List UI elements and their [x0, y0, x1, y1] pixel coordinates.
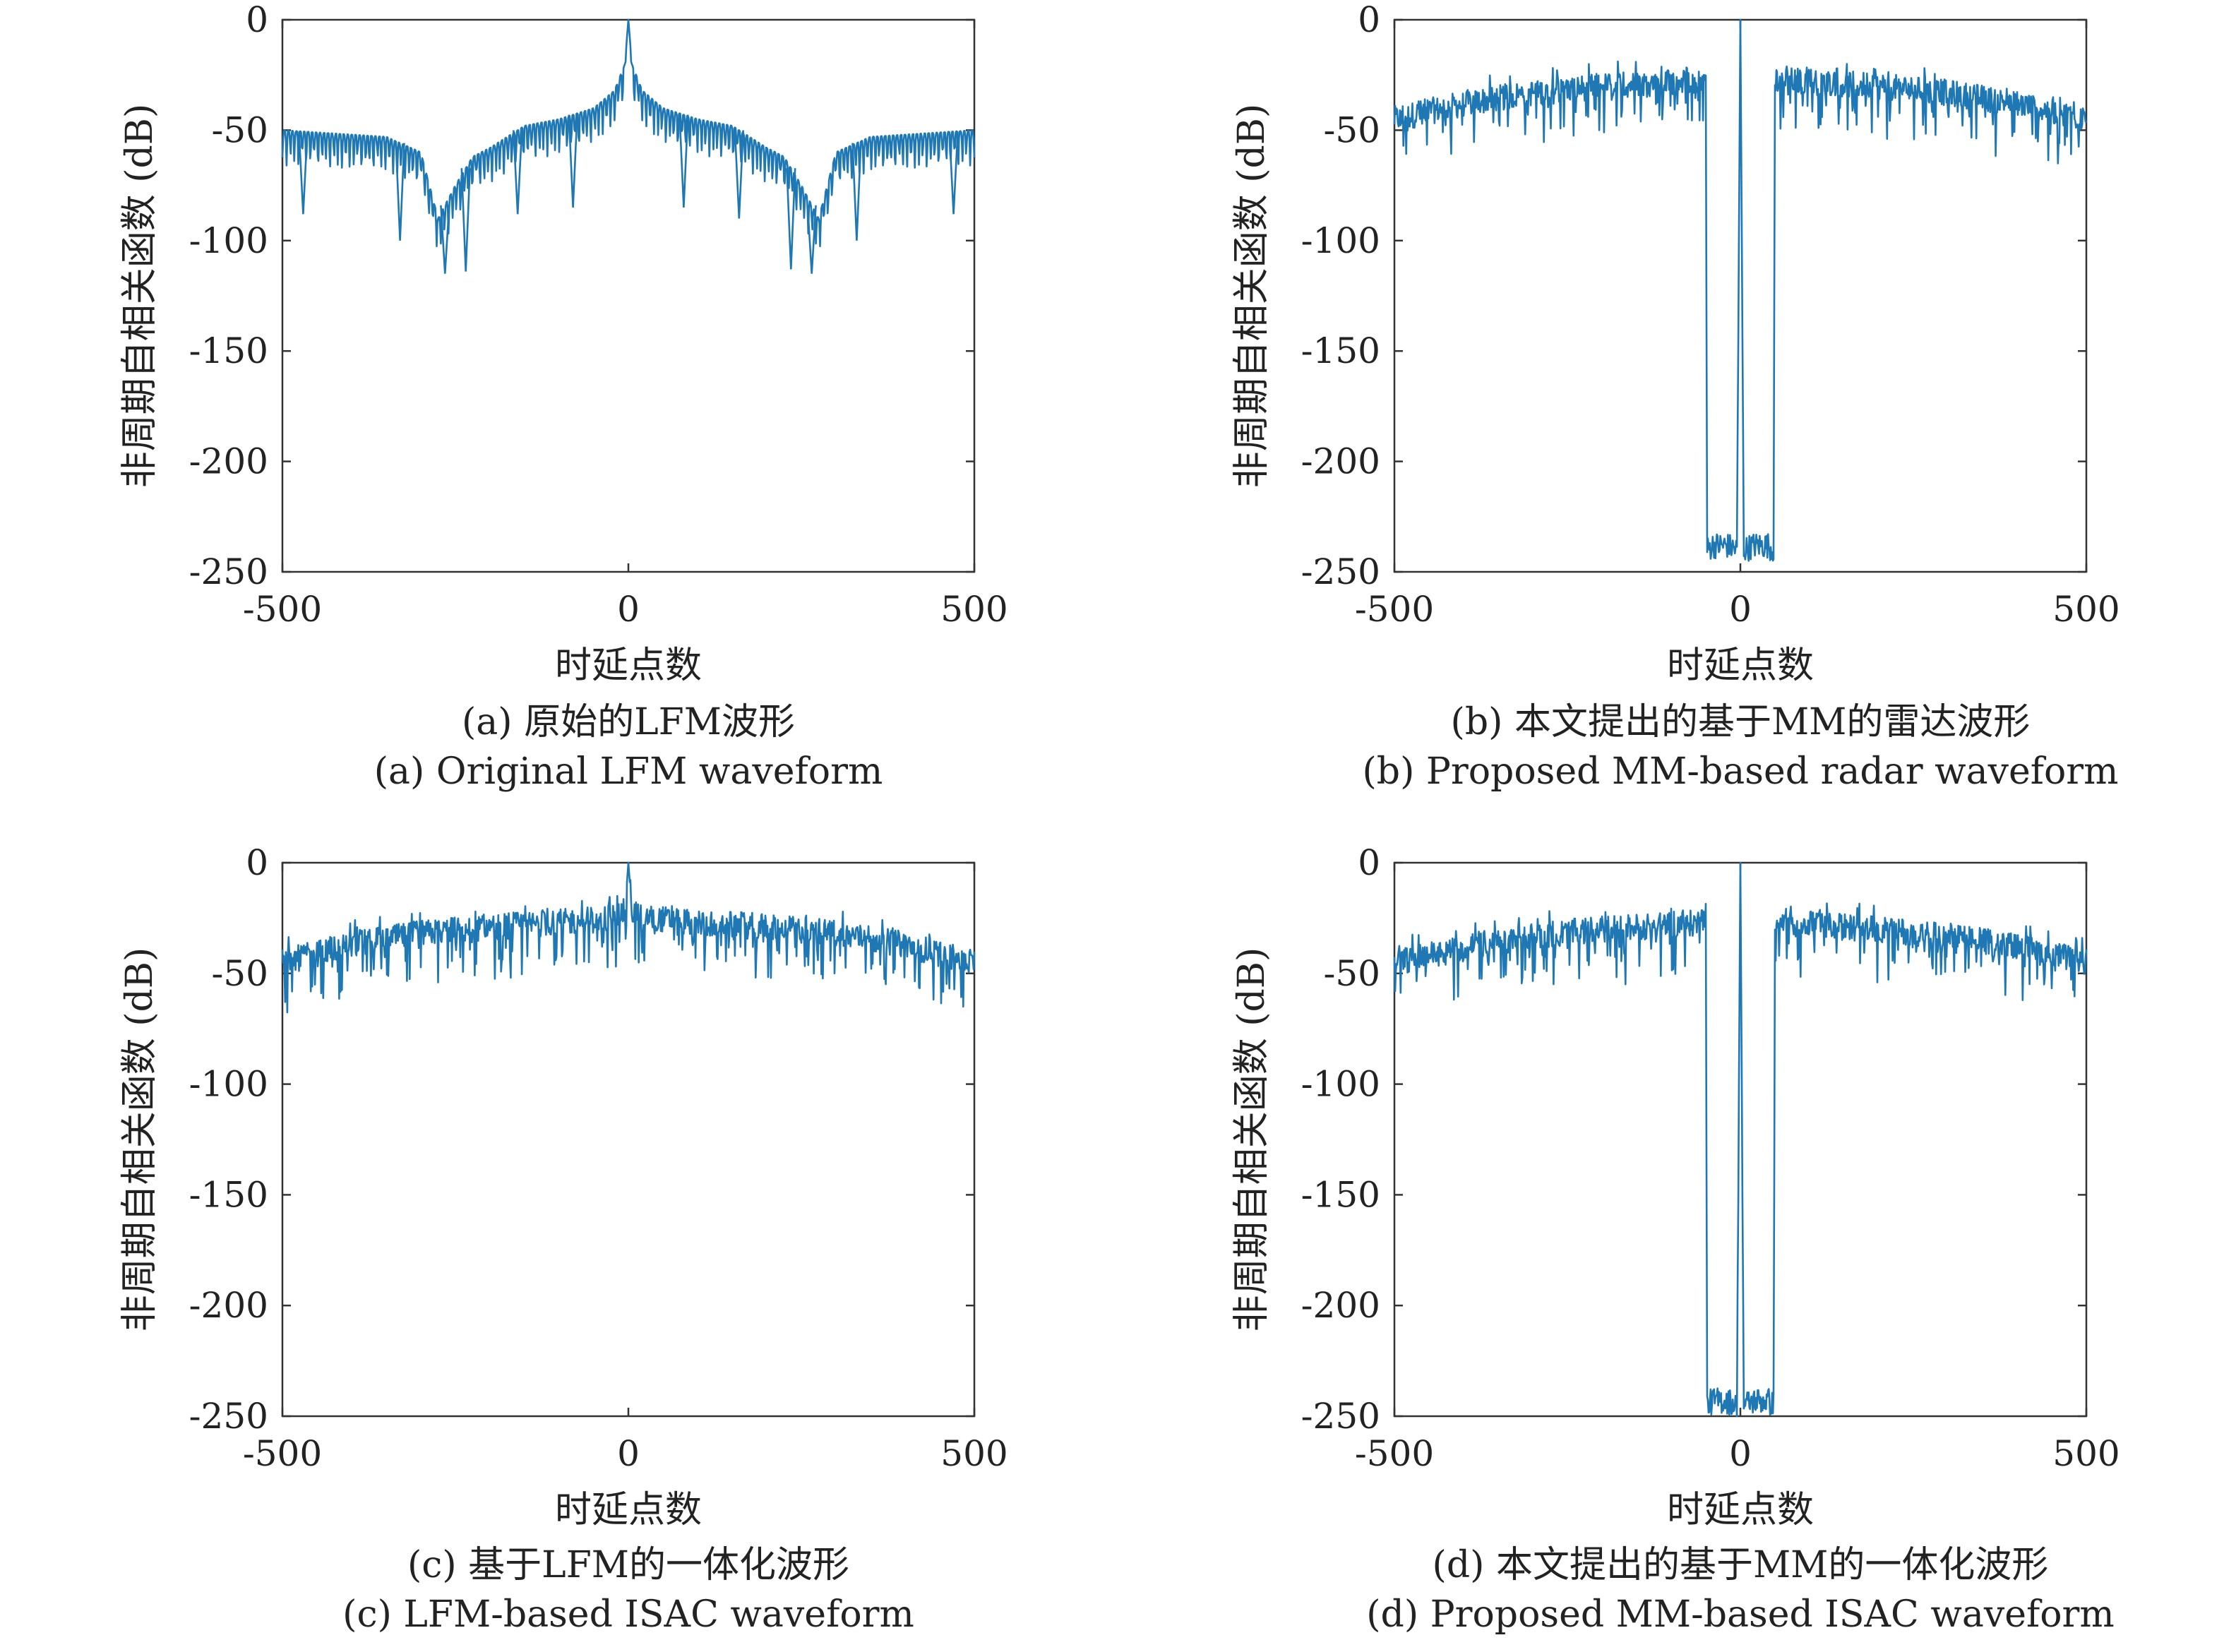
x-tick-label: 0 [617, 589, 640, 630]
y-tick-label: -150 [1301, 330, 1380, 371]
y-tick-label: 0 [1358, 0, 1380, 40]
sidelobe-null [460, 168, 471, 272]
x-tick-label: 500 [2052, 589, 2120, 630]
panel-b: 0 -50 -100 -150 -200 -250-500 0 500 时延点数 非周期自相关函数… [1231, 0, 2120, 793]
x-tick-label: -500 [1355, 1433, 1434, 1474]
y-tick-label: -250 [1301, 551, 1380, 592]
sidelobe-null [678, 114, 689, 208]
y-axis-label: 非周期自相关函数 (dB) [1231, 104, 1273, 489]
x-tick-label: 500 [940, 589, 1008, 630]
y-tick-label: -250 [1301, 1396, 1380, 1437]
x-axis-label: 时延点数 [555, 1489, 702, 1531]
panel-c: 0 -50 -100 -150 -200 -250-500 0 500 时延点数 非周期自相关函数… [119, 842, 1008, 1636]
sidelobe-null [298, 131, 309, 215]
y-tick-label: -50 [1323, 953, 1380, 994]
y-axis-label: 非周期自相关函数 (dB) [119, 104, 161, 489]
x-tick-label: 0 [617, 1433, 640, 1474]
y-tick-label: -150 [1301, 1174, 1380, 1215]
y-tick-label: 0 [1358, 842, 1380, 883]
sidelobe-null [513, 130, 523, 215]
waveform-line-b [1393, 18, 2088, 562]
y-tick-label: -100 [189, 1064, 268, 1105]
y-tick-label: -100 [189, 220, 268, 261]
y-axis-label: 非周期自相关函数 (dB) [1231, 947, 1273, 1332]
y-tick-label: 0 [246, 842, 268, 883]
caption-cn: (a) 原始的LFM波形 [462, 701, 795, 743]
x-axis-label: 时延点数 [1667, 645, 1814, 687]
sidelobe-null [851, 143, 862, 241]
y-tick-label: -200 [189, 1285, 268, 1326]
x-axis-label: 时延点数 [1667, 1489, 1814, 1531]
y-tick-label: 0 [246, 0, 268, 40]
y-tick-label: -250 [189, 551, 268, 592]
sidelobe-null [786, 168, 796, 270]
sidelobe-null [734, 130, 744, 219]
caption-cn: (c) 基于LFM的一体化波形 [407, 1544, 849, 1586]
caption-en: (d) Proposed MM-based ISAC waveform [1366, 1593, 2114, 1636]
caption-cn: (d) 本文提出的基于MM的一体化波形 [1433, 1544, 2049, 1586]
x-tick-label: -500 [1355, 589, 1434, 630]
caption-en: (a) Original LFM waveform [374, 750, 883, 793]
waveform-line-a [281, 18, 976, 248]
y-tick-label: -50 [211, 109, 268, 150]
x-tick-label: 0 [1729, 1433, 1752, 1474]
y-tick-label: -250 [189, 1396, 268, 1437]
x-axis-label: 时延点数 [555, 645, 702, 687]
x-tick-label: -500 [243, 1433, 322, 1474]
sidelobe-null [948, 131, 959, 215]
sidelobe-null [440, 205, 450, 274]
plot-frame [281, 18, 976, 573]
y-tick-label: -200 [1301, 1285, 1380, 1326]
y-tick-label: -50 [211, 953, 268, 994]
y-tick-label: -100 [1301, 220, 1380, 261]
y-tick-label: -50 [1323, 109, 1380, 150]
sidelobe-null [568, 114, 578, 208]
caption-en: (c) LFM-based ISAC waveform [342, 1593, 914, 1636]
waveform-line-c [281, 861, 976, 1014]
x-tick-label: -500 [243, 589, 322, 630]
sidelobe-null [806, 205, 817, 274]
waveform-line-d [1393, 861, 2088, 1418]
x-tick-label: 0 [1729, 589, 1752, 630]
y-tick-label: -150 [189, 330, 268, 371]
y-tick-label: -100 [1301, 1064, 1380, 1105]
y-tick-label: -200 [189, 441, 268, 482]
panel-a: 0 -50 -100 -150 -200 -250-500 0 500 时延点数 非周期自相关函数… [119, 0, 1008, 793]
y-axis-label: 非周期自相关函数 (dB) [119, 947, 161, 1332]
y-tick-label: -150 [189, 1174, 268, 1215]
panel-d: 0 -50 -100 -150 -200 -250-500 0 500 时延点数 非周期自相关函数… [1231, 842, 2120, 1636]
caption-cn: (b) 本文提出的基于MM的雷达波形 [1451, 701, 2031, 743]
x-tick-label: 500 [2052, 1433, 2120, 1474]
caption-en: (b) Proposed MM-based radar waveform [1363, 750, 2119, 793]
sidelobe-null [395, 143, 405, 241]
y-tick-label: -200 [1301, 441, 1380, 482]
x-tick-label: 500 [940, 1433, 1008, 1474]
